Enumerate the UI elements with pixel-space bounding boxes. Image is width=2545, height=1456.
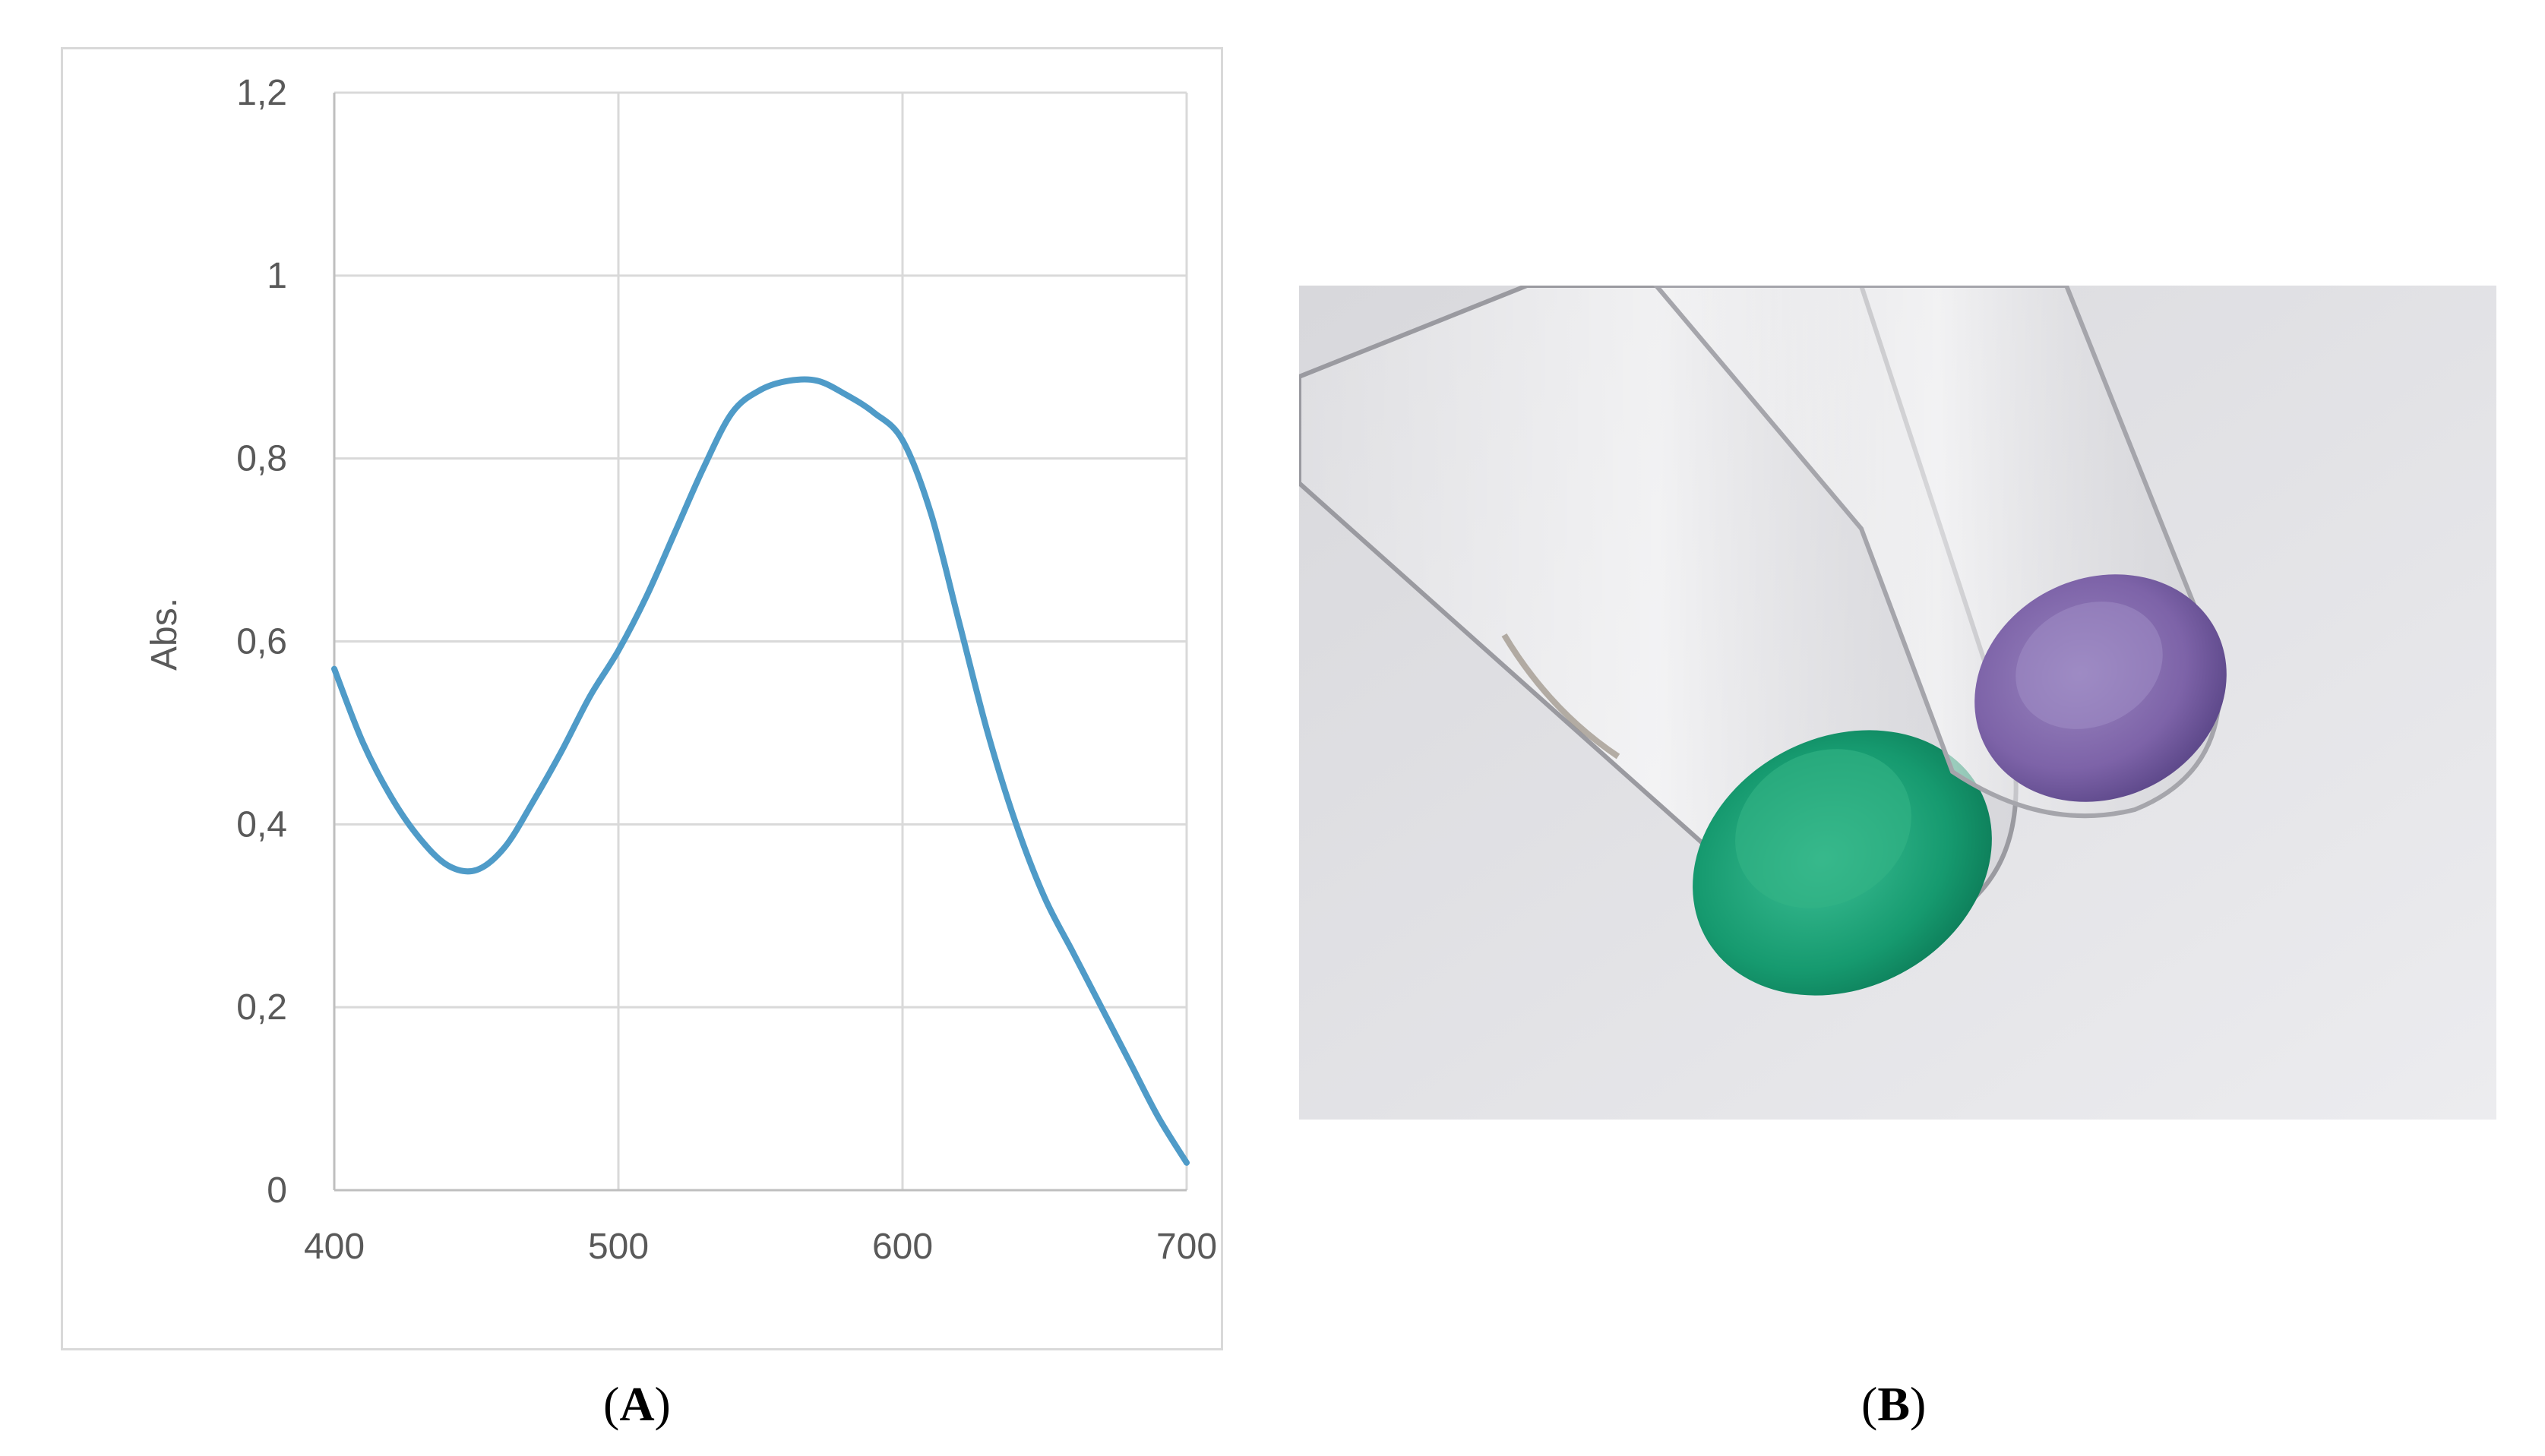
y-tick-label: 0,8 bbox=[236, 439, 287, 479]
panel-label-b: (B) bbox=[1861, 1377, 1927, 1431]
y-tick-label: 0,2 bbox=[236, 987, 287, 1028]
y-tick-label: 0,4 bbox=[236, 804, 287, 845]
y-tick-label: 0,6 bbox=[236, 622, 287, 662]
x-tick-label: 700 bbox=[1156, 1227, 1217, 1267]
test-tubes-photo bbox=[1299, 286, 2496, 1120]
x-tick-label: 600 bbox=[872, 1227, 933, 1267]
chart-panel-a bbox=[61, 47, 1223, 1350]
x-tick-label: 500 bbox=[588, 1227, 649, 1267]
purple-test-tube bbox=[1653, 286, 2227, 819]
y-tick-label: 1,2 bbox=[236, 73, 287, 113]
y-axis-label: Abs. bbox=[144, 598, 185, 671]
panel-label-a: (A) bbox=[603, 1377, 671, 1431]
y-tick-label: 1 bbox=[267, 256, 287, 296]
y-tick-label: 0 bbox=[267, 1170, 287, 1211]
absorbance-series-line bbox=[331, 376, 1190, 1166]
x-tick-label: 400 bbox=[304, 1227, 365, 1267]
